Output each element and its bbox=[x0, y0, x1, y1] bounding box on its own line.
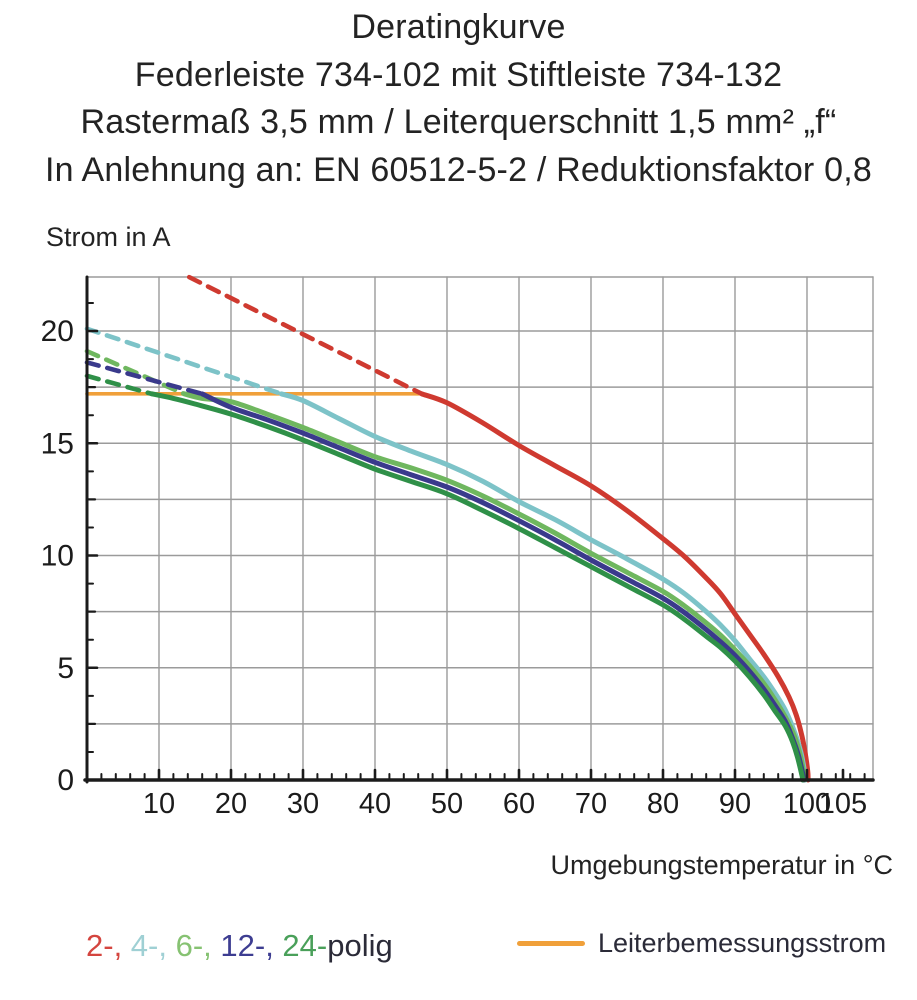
x-tick-label: 10 bbox=[143, 788, 175, 820]
legend-segment: 2-, bbox=[86, 928, 131, 963]
legend-segment: 24- bbox=[282, 928, 328, 963]
curve-24-polig-solid bbox=[149, 391, 806, 783]
legend-segment: 6-, bbox=[175, 928, 221, 963]
reference-line-label: Leiterbemessungsstrom bbox=[598, 928, 887, 958]
legend-reference: Leiterbemessungsstrom bbox=[517, 928, 886, 959]
legend-segment: polig bbox=[327, 928, 393, 963]
y-tick-label: 20 bbox=[41, 315, 74, 348]
x-tick-label: 20 bbox=[215, 788, 247, 820]
reference-line-swatch bbox=[517, 941, 585, 946]
curve-24-polig-dashed bbox=[84, 373, 155, 397]
x-tick-label: 90 bbox=[719, 788, 751, 820]
legend-pole-counts: 2-, 4-, 6-, 12-, 24-polig bbox=[86, 928, 393, 964]
x-tick-label: 50 bbox=[431, 788, 463, 820]
curve-6-polig-solid bbox=[181, 391, 807, 783]
y-tick-label: 15 bbox=[41, 427, 74, 460]
curve-12-polig-solid bbox=[199, 391, 806, 783]
y-tick-label: 5 bbox=[57, 652, 74, 685]
legend-segment: 12-, bbox=[220, 928, 283, 963]
title-line-3: Rastermaß 3,5 mm / Leiterquerschnitt 1,5… bbox=[80, 103, 837, 141]
x-tick-label: 30 bbox=[287, 788, 319, 820]
curve-2-polig-solid bbox=[419, 391, 811, 783]
title-line-4: In Anlehnung an: EN 60512-5-2 / Reduktio… bbox=[45, 150, 872, 189]
curve-2-polig-dashed bbox=[186, 274, 425, 397]
y-tick-label: 0 bbox=[57, 764, 74, 797]
y-tick-label: 10 bbox=[41, 540, 74, 573]
curve-12-polig-dashed bbox=[84, 360, 205, 397]
x-tick-label: 80 bbox=[647, 788, 679, 820]
legend-segment: 4-, bbox=[130, 928, 176, 963]
title-block: Deratingkurve Federleiste 734-102 mit St… bbox=[0, 4, 917, 194]
curve-4-polig-dashed bbox=[84, 326, 284, 397]
x-tick-label: 60 bbox=[503, 788, 535, 820]
x-tick-label: 100 bbox=[783, 788, 831, 820]
title-line-1: Deratingkurve bbox=[351, 8, 566, 46]
x-tick-label: 70 bbox=[575, 788, 607, 820]
title-line-2: Federleiste 734-102 mit Stiftleiste 734-… bbox=[134, 55, 783, 94]
y-axis-title: Strom in A bbox=[46, 222, 171, 252]
x-tick-label: 40 bbox=[359, 788, 391, 820]
x-tick-label: 105 bbox=[819, 788, 867, 820]
x-axis-title: Umgebungstemperatur in °C bbox=[550, 850, 893, 880]
curve-4-polig-solid bbox=[278, 391, 808, 783]
